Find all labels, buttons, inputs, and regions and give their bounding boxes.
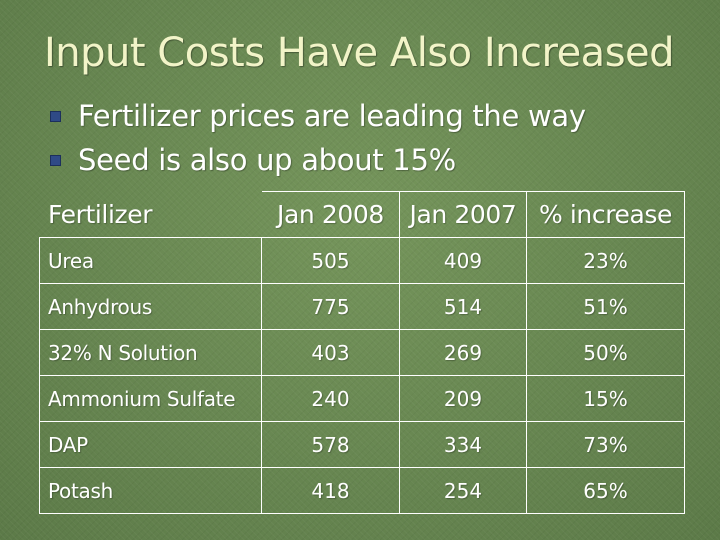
fertilizer-name-cell: Anhydrous <box>39 283 262 330</box>
jan-2008-cell: 505 <box>261 237 400 284</box>
percent-increase-cell: 51% <box>526 283 685 330</box>
square-bullet-icon <box>50 155 61 166</box>
fertilizer-name-cell: Ammonium Sulfate <box>39 375 262 422</box>
jan-2008-cell: 775 <box>261 283 400 330</box>
jan-2007-cell: 409 <box>399 237 527 284</box>
header-fertilizer: Fertilizer <box>39 191 262 238</box>
header-jan-2008: Jan 2008 <box>261 191 400 238</box>
jan-2007-cell: 254 <box>399 467 527 514</box>
jan-2008-cell: 403 <box>261 329 400 376</box>
jan-2007-cell: 269 <box>399 329 527 376</box>
square-bullet-icon <box>50 111 61 122</box>
percent-increase-cell: 65% <box>526 467 685 514</box>
jan-2007-cell: 334 <box>399 421 527 468</box>
slide-title: Input Costs Have Also Increased <box>44 30 675 76</box>
header-percent-increase: % increase <box>526 191 685 238</box>
jan-2008-cell: 240 <box>261 375 400 422</box>
percent-increase-cell: 73% <box>526 421 685 468</box>
table-row: DAP 578 334 73% <box>39 421 685 468</box>
bullet-item: Fertilizer prices are leading the way <box>50 94 586 138</box>
percent-increase-cell: 23% <box>526 237 685 284</box>
jan-2008-cell: 418 <box>261 467 400 514</box>
jan-2007-cell: 514 <box>399 283 527 330</box>
jan-2008-cell: 578 <box>261 421 400 468</box>
header-jan-2007: Jan 2007 <box>399 191 527 238</box>
fertilizer-price-table: Fertilizer Jan 2008 Jan 2007 % increase … <box>39 191 685 514</box>
percent-increase-cell: 15% <box>526 375 685 422</box>
fertilizer-name-cell: Urea <box>39 237 262 284</box>
fertilizer-name-cell: Potash <box>39 467 262 514</box>
table-row: Ammonium Sulfate 240 209 15% <box>39 375 685 422</box>
bullet-text: Seed is also up about 15% <box>78 143 456 177</box>
bullet-list: Fertilizer prices are leading the way Se… <box>50 94 586 182</box>
price-table: Fertilizer Jan 2008 Jan 2007 % increase … <box>39 191 685 514</box>
table-header-row: Fertilizer Jan 2008 Jan 2007 % increase <box>39 191 685 238</box>
bullet-item: Seed is also up about 15% <box>50 138 586 182</box>
table-row: Potash 418 254 65% <box>39 467 685 514</box>
percent-increase-cell: 50% <box>526 329 685 376</box>
jan-2007-cell: 209 <box>399 375 527 422</box>
bullet-text: Fertilizer prices are leading the way <box>78 99 586 133</box>
table-row: Anhydrous 775 514 51% <box>39 283 685 330</box>
fertilizer-name-cell: DAP <box>39 421 262 468</box>
table-row: Urea 505 409 23% <box>39 237 685 284</box>
fertilizer-name-cell: 32% N Solution <box>39 329 262 376</box>
table-row: 32% N Solution 403 269 50% <box>39 329 685 376</box>
